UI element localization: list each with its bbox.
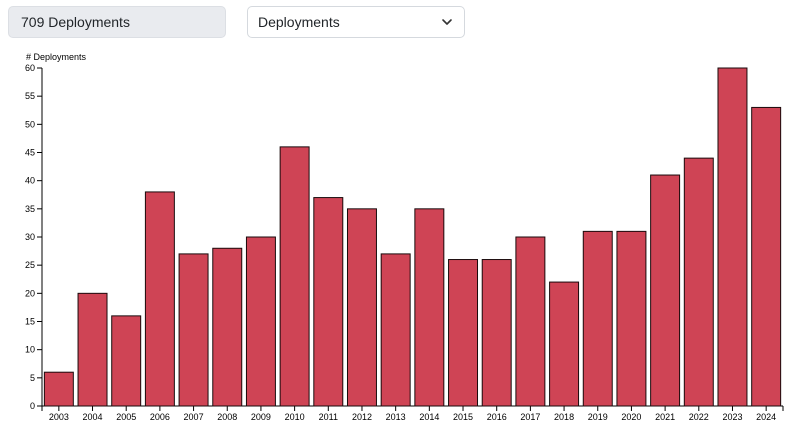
metric-select-value: Deployments <box>258 14 340 30</box>
x-tick-label: 2018 <box>554 412 574 422</box>
x-tick-label: 2023 <box>722 412 742 422</box>
deployment-count-field: 709 Deployments <box>8 6 226 38</box>
bar-2007[interactable] <box>178 253 209 407</box>
bar-2018[interactable] <box>549 281 580 407</box>
bar-2024[interactable] <box>751 106 782 407</box>
bar-2010[interactable] <box>279 146 310 407</box>
bar-2014[interactable] <box>414 208 445 407</box>
x-tick-label: 2004 <box>83 412 103 422</box>
deployment-count-label: 709 Deployments <box>21 14 130 30</box>
bar-2021[interactable] <box>650 174 681 407</box>
y-tick-label: 25 <box>25 260 35 270</box>
x-tick-label: 2020 <box>621 412 641 422</box>
y-tick-label: 0 <box>30 401 35 411</box>
bar-2009[interactable] <box>245 236 276 407</box>
x-axis: 2003 2004 2005 2006 2007 2008 2009 2010 2011 2012… <box>41 405 784 422</box>
x-tick-label: 2015 <box>453 412 473 422</box>
x-tick-label: 2021 <box>655 412 675 422</box>
x-tick-label: 2006 <box>150 412 170 422</box>
y-axis-title: # Deployments <box>26 52 87 62</box>
y-tick-label: 35 <box>25 204 35 214</box>
x-tick-label: 2014 <box>419 412 439 422</box>
bar-2006[interactable] <box>144 191 175 407</box>
bar-2011[interactable] <box>313 197 344 407</box>
bar-2019[interactable] <box>582 230 613 407</box>
x-tick-label: 2003 <box>49 412 69 422</box>
y-tick-label: 60 <box>25 63 35 73</box>
x-tick-label: 2013 <box>386 412 406 422</box>
y-tick-label: 45 <box>25 148 35 158</box>
x-tick-label: 2016 <box>487 412 507 422</box>
x-tick-label: 2007 <box>184 412 204 422</box>
x-tick-label: 2009 <box>251 412 271 422</box>
bar-2016[interactable] <box>481 259 512 407</box>
y-axis: 0 5 10 15 20 25 30 35 40 45 50 55 60 <box>25 63 43 411</box>
y-tick-label: 40 <box>25 176 35 186</box>
bar-2012[interactable] <box>346 208 377 407</box>
y-tick-label: 20 <box>25 288 35 298</box>
bar-2004[interactable] <box>77 292 108 407</box>
bar-2003[interactable] <box>43 371 74 407</box>
x-tick-label: 2011 <box>319 412 338 422</box>
x-tick-label: 2024 <box>756 412 776 422</box>
y-tick-label: 10 <box>25 345 35 355</box>
bars <box>43 67 782 407</box>
x-tick-label: 2008 <box>217 412 237 422</box>
chevron-down-icon <box>442 19 452 25</box>
bar-2020[interactable] <box>616 230 647 407</box>
x-tick-label: 2005 <box>116 412 136 422</box>
y-tick-label: 30 <box>25 232 35 242</box>
bar-2015[interactable] <box>448 259 479 407</box>
x-tick-label: 2017 <box>520 412 540 422</box>
x-tick-label: 2010 <box>285 412 305 422</box>
bar-2017[interactable] <box>515 236 546 407</box>
bar-2013[interactable] <box>380 253 411 407</box>
x-tick-label: 2019 <box>588 412 608 422</box>
y-tick-label: 50 <box>25 119 35 129</box>
x-tick-label: 2022 <box>689 412 709 422</box>
bar-2005[interactable] <box>111 315 142 407</box>
bar-2022[interactable] <box>683 157 714 407</box>
x-tick-label: 2012 <box>352 412 372 422</box>
y-tick-label: 5 <box>30 373 35 383</box>
bar-2008[interactable] <box>212 247 243 407</box>
y-tick-label: 15 <box>25 317 35 327</box>
metric-select[interactable]: Deployments <box>247 6 465 38</box>
bar-2023[interactable] <box>717 67 748 407</box>
y-tick-label: 55 <box>25 91 35 101</box>
